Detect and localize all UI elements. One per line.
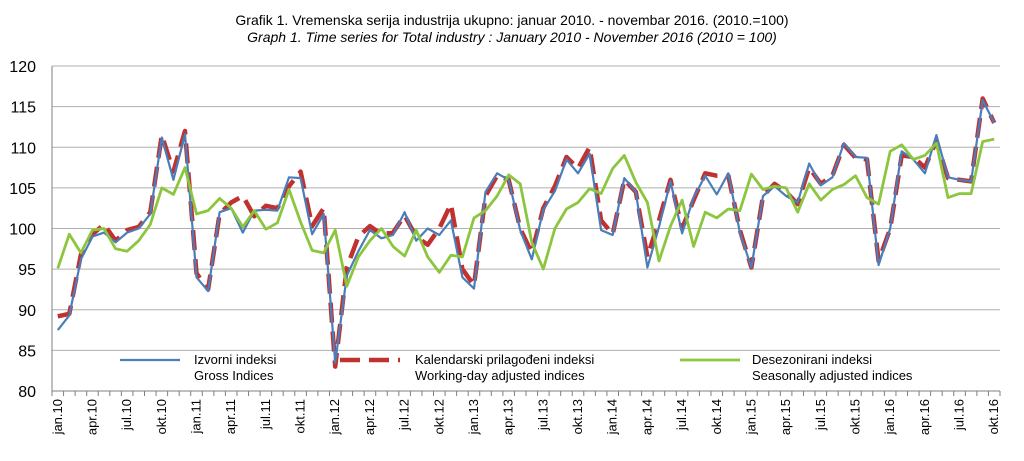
legend-entry-working-day: Kalendarski prilagođeni indeksi Working-… — [415, 352, 594, 384]
x-tick-label: jul.14 — [674, 399, 689, 431]
legend-label-gross-en: Gross Indices — [194, 368, 274, 383]
series-line-working-day — [57, 96, 997, 369]
x-tick-label: okt.12 — [431, 399, 446, 434]
x-tick-label: jul.16 — [952, 399, 967, 431]
legend-entry-gross: Izvorni indeksi Gross Indices — [194, 352, 276, 384]
y-tick-label: 85 — [18, 343, 36, 360]
x-tick-label: apr.15 — [778, 399, 793, 435]
x-tick-label: jan.16 — [882, 399, 897, 435]
series-line-gross — [56, 98, 996, 364]
x-tick-label: jan.12 — [327, 399, 342, 435]
legend-label-seasonal: Desezonirani indeksi — [752, 352, 872, 367]
x-tick-label: apr.14 — [639, 399, 654, 435]
x-tick-label: apr.13 — [501, 399, 516, 435]
legend-label-gross: Izvorni indeksi — [194, 352, 277, 367]
x-tick-label: jan.15 — [743, 399, 758, 435]
x-tick-label: okt.13 — [570, 399, 585, 434]
y-tick-label: 110 — [10, 140, 36, 157]
x-tick-label: jul.15 — [813, 399, 828, 431]
x-tick-label: apr.10 — [84, 399, 99, 435]
x-tick-label: jul.12 — [397, 399, 412, 431]
y-tick-label: 120 — [9, 59, 36, 76]
y-tick-label: 80 — [18, 384, 36, 401]
x-tick-label: okt.16 — [986, 399, 1001, 434]
series-line-seasonal — [56, 137, 995, 288]
x-tick-label: jul.13 — [535, 399, 550, 431]
y-tick-label: 95 — [18, 262, 36, 279]
x-tick-label: apr.16 — [917, 399, 932, 435]
x-tick-label: apr.12 — [362, 399, 377, 435]
y-tick-label: 115 — [10, 100, 36, 117]
x-tick-label: jul.11 — [258, 399, 273, 430]
chart-title: Grafik 1. Vremenska serija industrija uk… — [235, 12, 789, 28]
x-tick-label: jan.13 — [466, 399, 481, 435]
legend-entry-seasonal: Desezonirani indeksi Seasonally adjusted… — [752, 352, 912, 384]
x-tick-label: okt.11 — [293, 399, 308, 433]
legend-label-working-day: Kalendarski prilagođeni indeksi — [415, 352, 595, 367]
x-tick-label: jul.10 — [119, 399, 134, 431]
x-tick-label: okt.14 — [709, 399, 724, 434]
x-tick-label: jan.10 — [50, 399, 65, 435]
x-tick-label: jan.14 — [605, 399, 620, 435]
x-tick-label: apr.11 — [223, 399, 238, 434]
y-tick-label: 105 — [9, 181, 36, 198]
legend-label-seasonal-en: Seasonally adjusted indices — [752, 368, 913, 383]
chart-subtitle: Graph 1. Time series for Total industry … — [247, 29, 777, 45]
legend-label-working-day-en: Working-day adjusted indices — [415, 368, 585, 383]
y-tick-label: 100 — [9, 222, 36, 239]
y-tick-label: 90 — [18, 303, 36, 320]
x-tick-label: okt.15 — [847, 399, 862, 434]
x-tick-label: jan.11 — [189, 399, 204, 434]
x-tick-label: okt.10 — [154, 399, 169, 434]
